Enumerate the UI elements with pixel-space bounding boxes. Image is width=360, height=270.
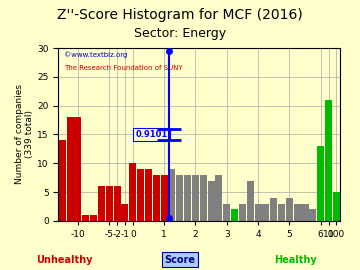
Bar (286, 198, 293, 221)
Text: Z''-Score Histogram for MCF (2016): Z''-Score Histogram for MCF (2016) (57, 8, 303, 22)
Text: The Research Foundation of SUNY: The Research Foundation of SUNY (64, 65, 183, 72)
Bar (161, 175, 168, 221)
Bar (137, 169, 144, 221)
Bar (192, 175, 199, 221)
Bar (114, 186, 121, 221)
Bar (200, 175, 207, 221)
Bar (301, 204, 309, 221)
Y-axis label: Number of companies
(339 total): Number of companies (339 total) (15, 85, 35, 184)
Bar (215, 175, 222, 221)
Bar (129, 163, 136, 221)
Bar (239, 204, 246, 221)
Bar (208, 181, 215, 221)
Bar (106, 186, 113, 221)
Bar (90, 215, 97, 221)
Bar (270, 198, 277, 221)
Bar (121, 204, 129, 221)
Bar (67, 117, 74, 221)
Text: 0.9101: 0.9101 (135, 130, 167, 139)
Bar (294, 204, 301, 221)
Bar (325, 100, 332, 221)
Bar (309, 209, 316, 221)
Bar (75, 117, 81, 221)
Bar (153, 175, 160, 221)
Bar (184, 175, 191, 221)
Text: Sector: Energy: Sector: Energy (134, 27, 226, 40)
Bar (278, 204, 285, 221)
Bar (231, 209, 238, 221)
Bar (176, 175, 183, 221)
Text: Healthy: Healthy (274, 255, 316, 265)
Bar (255, 204, 262, 221)
Bar (145, 169, 152, 221)
Text: Unhealthy: Unhealthy (37, 255, 93, 265)
Bar (82, 215, 89, 221)
Bar (223, 204, 230, 221)
Bar (98, 186, 105, 221)
Text: ©www.textbiz.org: ©www.textbiz.org (64, 52, 127, 58)
Bar (168, 169, 175, 221)
Bar (317, 146, 324, 221)
Bar (59, 140, 66, 221)
Bar (247, 181, 254, 221)
Bar (262, 204, 269, 221)
Bar (333, 192, 340, 221)
Text: Score: Score (165, 255, 195, 265)
